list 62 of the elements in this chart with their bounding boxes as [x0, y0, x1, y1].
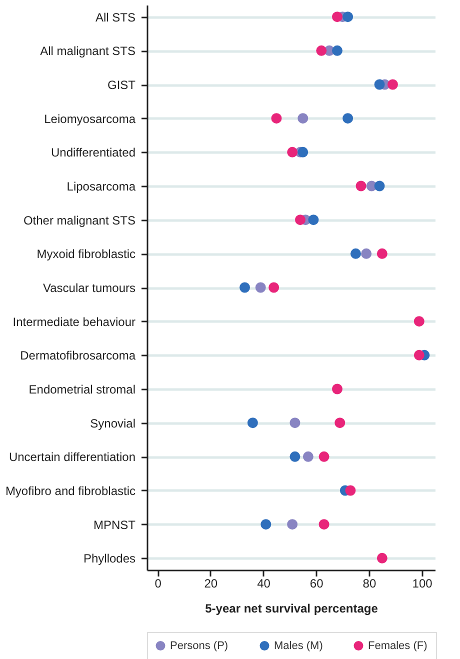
point [298, 146, 308, 158]
point [260, 519, 272, 530]
x-tick-label: 0 [154, 576, 162, 590]
point [414, 316, 424, 327]
point [290, 451, 300, 462]
point [361, 248, 372, 259]
point [295, 214, 306, 226]
x-tick-label: 20 [204, 576, 218, 590]
y-tick-label: Uncertain differentiation [8, 450, 136, 464]
x-tick-label: 60 [310, 576, 324, 590]
point [268, 282, 280, 293]
y-tick-label: Dermatofibrosarcoma [20, 348, 136, 363]
legend-label: Females (F) [368, 640, 428, 652]
point [290, 418, 300, 428]
point [332, 45, 342, 56]
point [376, 248, 388, 259]
y-tick-label: Intermediate behaviour [12, 314, 136, 329]
point [350, 248, 361, 259]
point [374, 79, 385, 90]
y-tick-label: Leiomyosarcoma [44, 112, 136, 126]
point [255, 282, 266, 293]
point [414, 350, 424, 360]
point [376, 552, 388, 564]
point [356, 180, 366, 192]
point [287, 146, 298, 158]
y-tick-label: MPNST [94, 518, 136, 532]
point [342, 113, 354, 124]
y-tick-label: Phyllodes [83, 552, 136, 566]
point [334, 418, 346, 428]
y-tick-label: Endometrial stromal [28, 382, 136, 396]
point [332, 12, 342, 22]
point [298, 113, 308, 124]
y-tick-label: All malignant STS [40, 44, 136, 58]
x-tick-label: 80 [362, 576, 376, 590]
point [302, 451, 314, 462]
x-tick-label: 100 [412, 576, 433, 590]
y-tick-label: Synovial [90, 416, 136, 430]
y-tick-label: Other malignant STS [23, 213, 136, 228]
point [374, 180, 385, 192]
y-tick-label: All STS [95, 10, 136, 24]
point [247, 418, 258, 428]
y-tick-label: Liposarcoma [66, 180, 136, 194]
x-axis-title: 5-year net survival percentage [205, 602, 378, 616]
point [316, 45, 327, 56]
legend-label: Persons (P) [170, 640, 228, 652]
point [271, 113, 282, 124]
point [240, 282, 250, 293]
x-tick-label: 40 [257, 576, 271, 590]
y-tick-label: Myxoid fibroblastic [36, 247, 136, 262]
point [318, 519, 330, 530]
point [287, 519, 298, 530]
point [342, 12, 354, 22]
point [332, 384, 342, 394]
point [308, 214, 319, 226]
y-tick-label: Vascular tumours [43, 281, 136, 295]
point [345, 485, 356, 496]
y-tick-label: Undifferentiated [50, 146, 136, 160]
y-tick-label: GIST [107, 78, 136, 92]
legend-label: Males (M) [274, 640, 323, 652]
point [318, 451, 330, 462]
point [387, 79, 398, 90]
y-tick-label: Myofibro and fibroblastic [5, 484, 136, 498]
